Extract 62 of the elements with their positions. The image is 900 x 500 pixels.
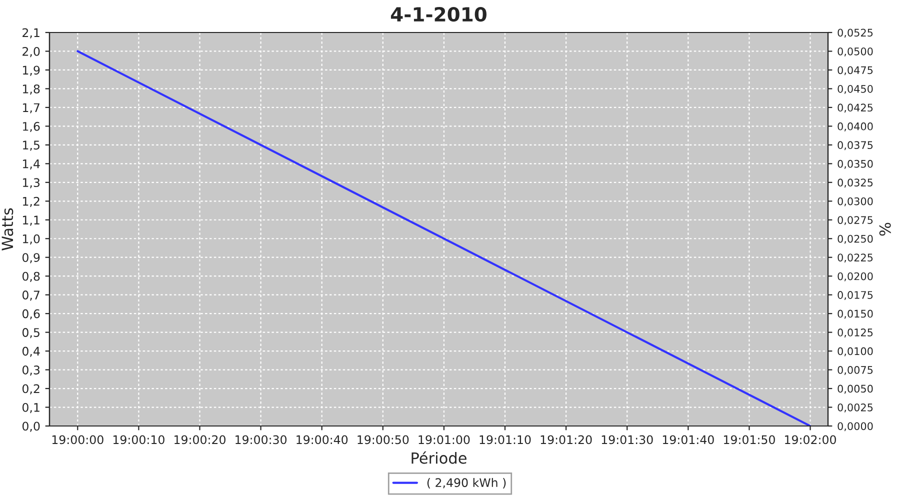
x-tick-label: 19:02:00 [785, 435, 836, 444]
y-tick-label: 1,6 [22, 122, 40, 132]
y2-tick-label: 0,0300 [838, 197, 873, 206]
x-tick-label: 19:01:20 [540, 435, 592, 444]
x-tick-label: 19:00:50 [358, 435, 409, 444]
y-tick-label: 1,8 [22, 84, 40, 95]
x-tick-label: 19:00:10 [113, 435, 164, 444]
y-tick-label: 0,7 [22, 290, 40, 301]
y2-tick-label: 0,0025 [838, 403, 873, 412]
x-tick-label: 19:00:40 [296, 435, 348, 444]
y2-tick-label: 0,0000 [838, 422, 873, 432]
y2-tick-label: 0,0425 [838, 104, 873, 113]
y-tick-label: 1,3 [22, 178, 40, 188]
y-axis-title: Watts [2, 208, 14, 250]
y2-tick-label: 0,0475 [838, 66, 873, 76]
y2-tick-label: 0,0175 [838, 291, 873, 300]
y2-tick-label: 0,0450 [838, 84, 873, 94]
y2-tick-label: 0,0050 [838, 384, 873, 394]
x-tick-label: 19:01:40 [662, 435, 714, 444]
y2-tick-label: 0,0250 [838, 234, 873, 244]
y2-tick-label: 0,0500 [838, 47, 873, 56]
y-tick-label: 0,5 [22, 328, 40, 338]
x-tick-label: 19:01:10 [480, 435, 531, 444]
y-tick-label: 2,0 [22, 46, 40, 58]
y-tick-label: 0,4 [22, 346, 40, 357]
y2-tick-label: 0,0225 [838, 254, 873, 263]
x-tick-label: 19:01:50 [724, 435, 775, 444]
y2-tick-label: 0,0125 [838, 328, 873, 338]
y-tick-label: 1,9 [22, 66, 40, 76]
y2-tick-label: 0,0275 [838, 216, 873, 226]
y2-tick-label: 0,0350 [838, 160, 873, 169]
y-tick-label: 0,9 [22, 253, 40, 264]
y2-tick-label: 0,0150 [838, 310, 873, 319]
y-tick-label: 0,6 [22, 309, 40, 320]
y-tick-label: 0,0 [22, 422, 40, 432]
y2-tick-label: 0,0200 [838, 272, 873, 282]
y-tick-label: 1,4 [22, 160, 40, 170]
y-tick-label: 1,2 [22, 196, 40, 207]
y-tick-label: 2,1 [22, 28, 40, 38]
y-tick-label: 1,0 [22, 234, 40, 244]
y2-tick-label: 0,0075 [838, 366, 873, 375]
y-tick-label: 1,7 [22, 103, 40, 114]
y2-tick-label: 0,0325 [838, 178, 873, 188]
chart-title: 4-1-2010 [390, 6, 486, 22]
y2-tick-label: 0,0100 [838, 347, 873, 356]
x-axis-title: Période [412, 451, 466, 464]
x-tick-label: 19:00:30 [236, 435, 287, 444]
y2-tick-label: 0,0375 [838, 141, 873, 150]
y2-tick-label: 0,0525 [838, 28, 873, 38]
x-tick-label: 19:00:00 [52, 435, 104, 444]
y-tick-label: 1,5 [22, 140, 40, 151]
legend-label: ( 2,490 kWh ) [427, 478, 506, 488]
y-tick-label: 1,1 [22, 216, 40, 226]
x-tick-label: 19:00:20 [174, 435, 226, 444]
y-tick-label: 0,8 [22, 272, 40, 282]
y2-tick-label: 0,0400 [838, 122, 873, 132]
y-tick-label: 0,1 [22, 402, 40, 414]
y-tick-label: 0,2 [22, 384, 40, 394]
y2-axis-title: % [879, 222, 891, 236]
x-tick-label: 19:01:30 [602, 435, 653, 444]
x-tick-label: 19:01:00 [418, 435, 470, 444]
y-tick-label: 0,3 [22, 366, 40, 376]
